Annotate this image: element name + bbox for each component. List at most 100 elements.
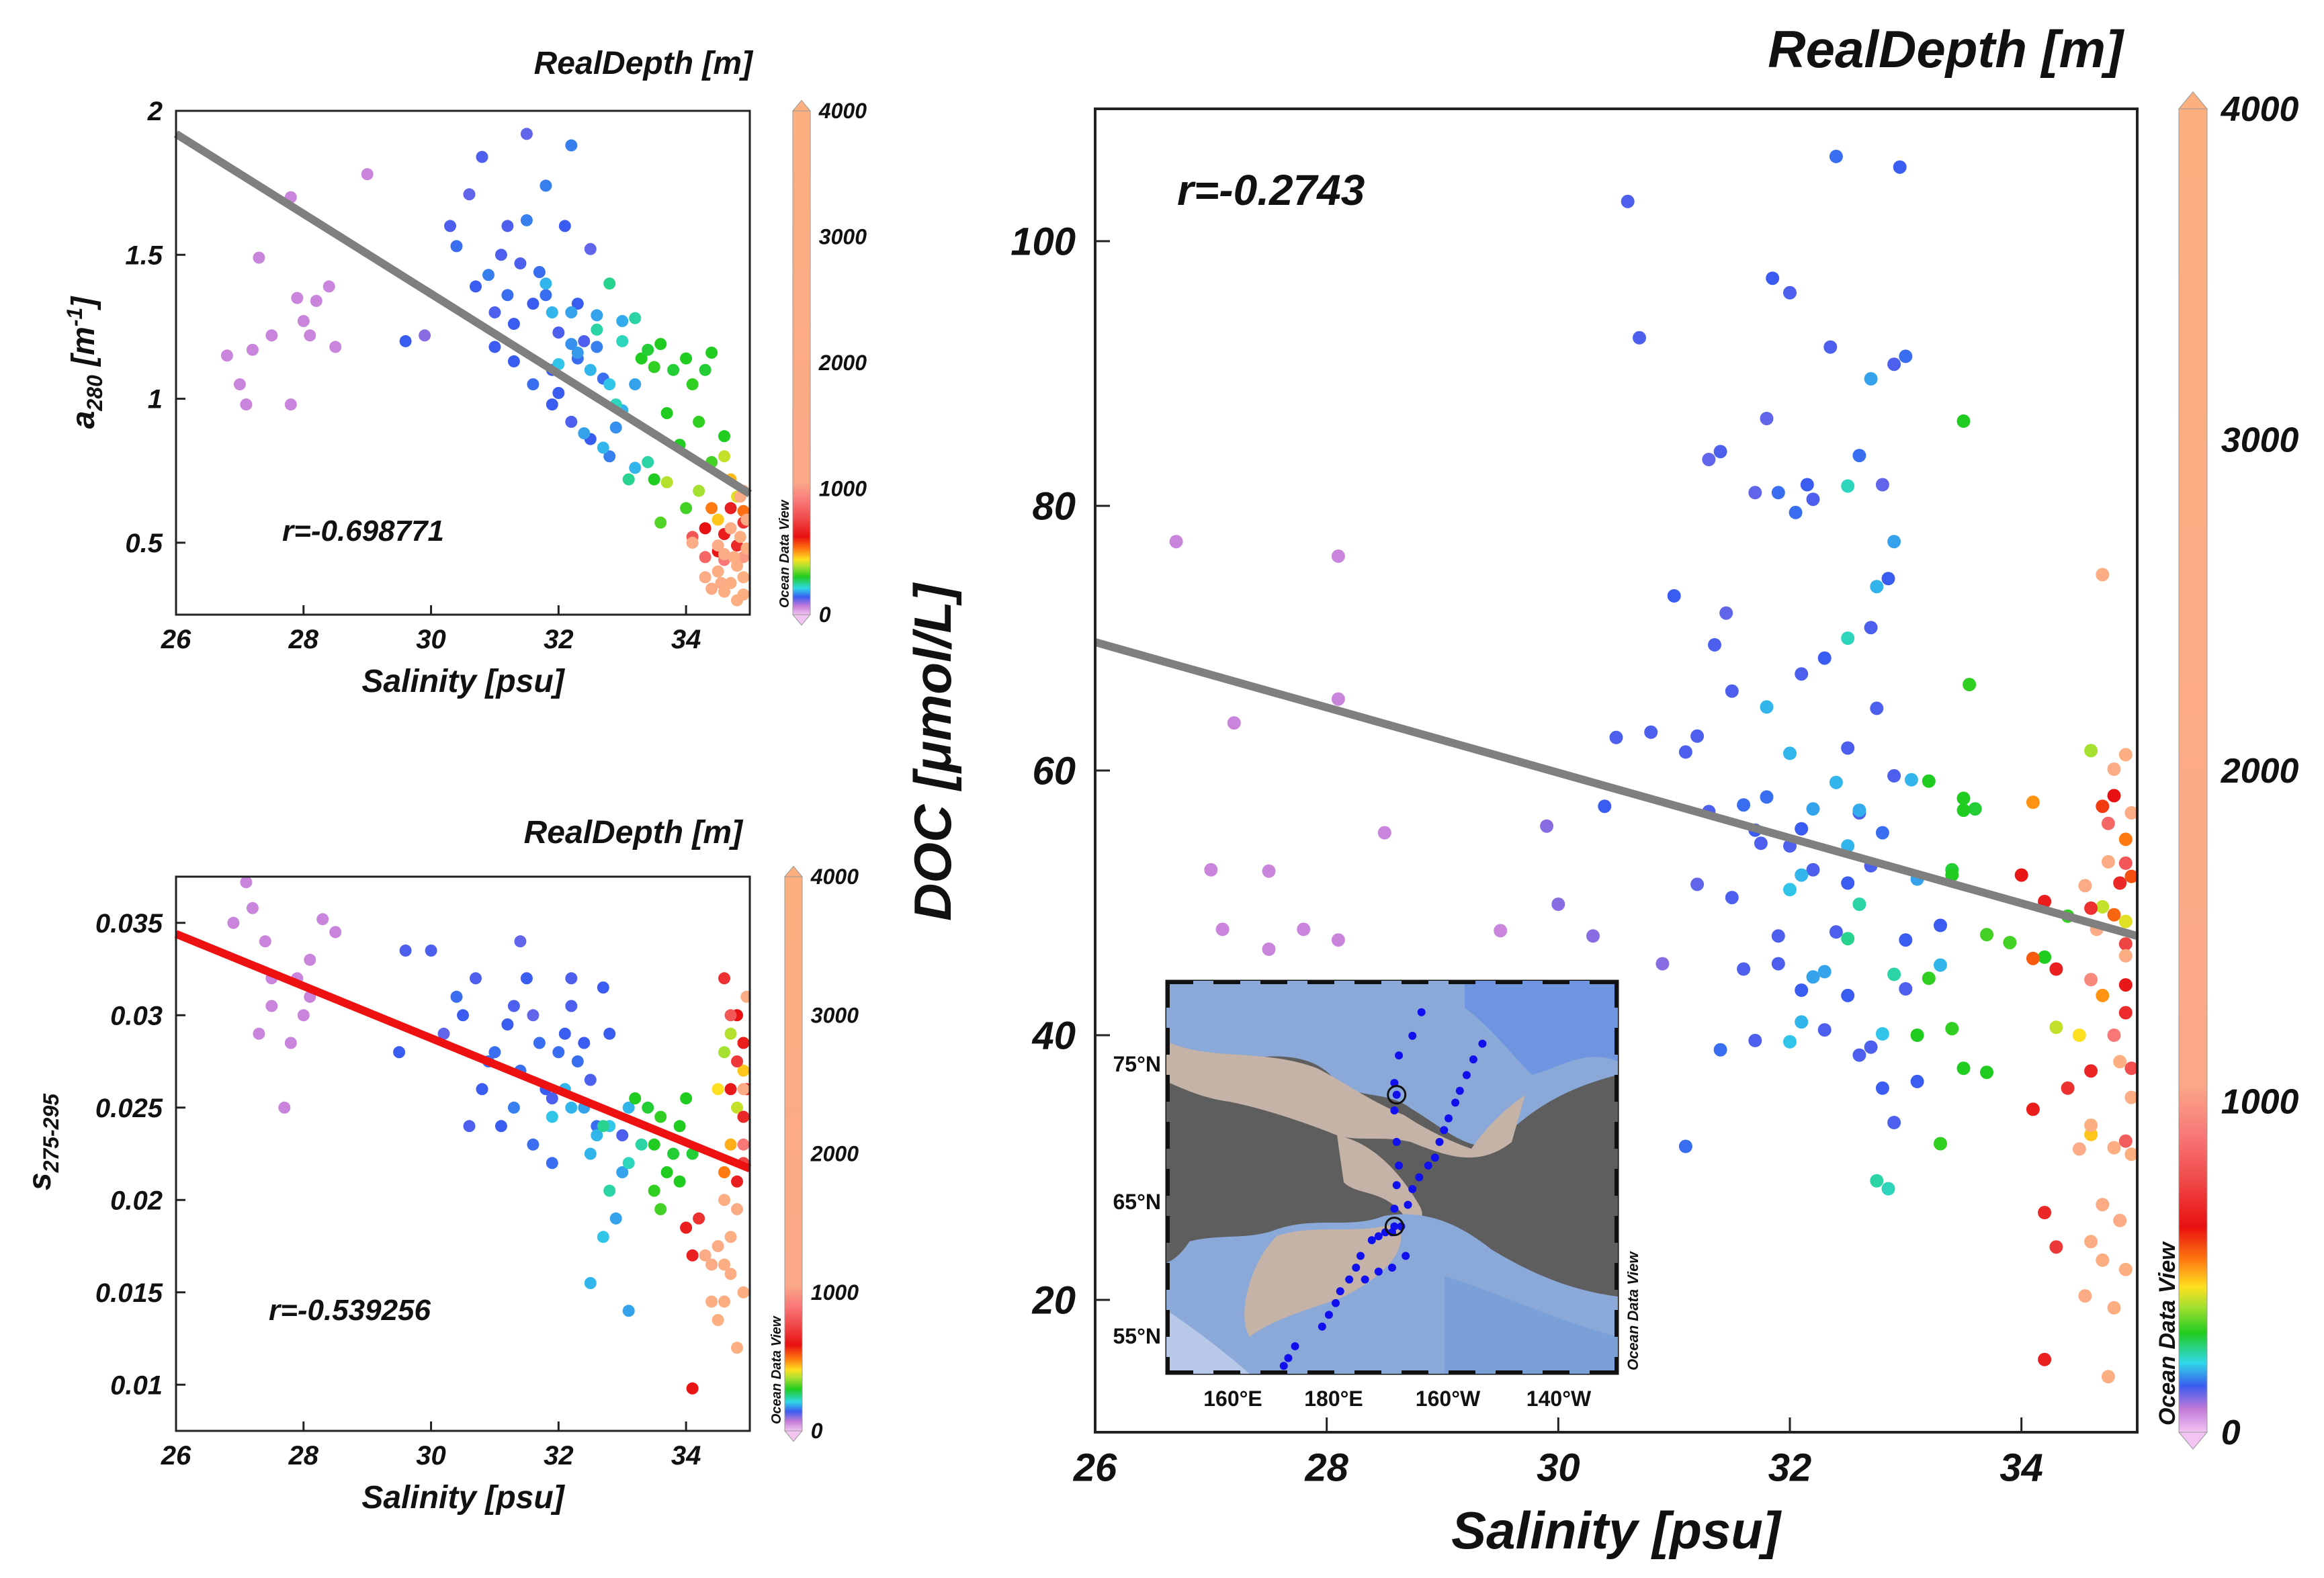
data-point xyxy=(1655,957,1670,971)
data-point xyxy=(476,1083,488,1096)
data-point xyxy=(527,378,540,391)
map-station xyxy=(1417,1008,1426,1016)
y-axis-label: DOC [μmol/L] xyxy=(903,582,962,921)
map-station xyxy=(1408,1185,1417,1194)
x-tick-label: 30 xyxy=(416,1441,446,1471)
data-point xyxy=(1795,868,1809,882)
data-point xyxy=(494,1120,507,1133)
data-point xyxy=(507,318,520,331)
map-lat-label-65: 65°N xyxy=(1113,1190,1162,1214)
data-point xyxy=(227,916,240,929)
data-point xyxy=(1783,883,1797,897)
data-point xyxy=(1841,479,1855,493)
map-station xyxy=(1390,1106,1399,1115)
data-point xyxy=(1870,580,1884,594)
data-point xyxy=(1754,836,1768,850)
data-point xyxy=(616,314,629,327)
data-point xyxy=(501,289,514,302)
data-point xyxy=(527,298,540,310)
map-station xyxy=(1478,1039,1487,1048)
data-point xyxy=(520,972,533,985)
data-point xyxy=(2124,806,2137,820)
data-point xyxy=(565,972,578,985)
data-point xyxy=(540,289,552,302)
data-point xyxy=(667,1147,680,1160)
data-point xyxy=(718,1258,730,1271)
data-point xyxy=(278,1101,291,1114)
data-point xyxy=(609,1212,622,1225)
data-point xyxy=(316,913,329,926)
data-point xyxy=(654,516,667,529)
data-point xyxy=(680,1092,693,1104)
data-point xyxy=(740,513,750,526)
data-point xyxy=(699,551,712,564)
data-point xyxy=(2096,568,2110,582)
data-point xyxy=(1829,149,1843,163)
data-point xyxy=(2049,1020,2063,1035)
data-point xyxy=(2038,1206,2052,1219)
data-point xyxy=(1783,286,1797,300)
data-point xyxy=(731,1101,743,1114)
data-point xyxy=(1881,1182,1895,1196)
data-point xyxy=(2107,1028,2121,1042)
data-point xyxy=(1678,745,1692,759)
x-axis-label: Salinity [psu] xyxy=(361,1480,565,1516)
data-point xyxy=(1708,638,1721,652)
data-point xyxy=(686,1147,699,1160)
data-point xyxy=(660,476,673,488)
data-point xyxy=(616,1166,629,1178)
x-tick-label: 32 xyxy=(1768,1446,1812,1490)
data-point xyxy=(304,329,316,342)
data-point xyxy=(1771,957,1785,971)
scatter-points xyxy=(1169,149,2137,1384)
data-point xyxy=(1725,891,1739,905)
bering-sea-shelf xyxy=(1244,1223,1402,1337)
regression-line xyxy=(173,130,752,498)
data-point xyxy=(1870,1174,1884,1188)
data-point xyxy=(2118,914,2133,928)
colorbar-tick-label: 2000 xyxy=(2221,752,2299,791)
data-point xyxy=(686,1382,699,1395)
x-tick-label: 32 xyxy=(544,625,574,654)
data-point xyxy=(2072,1028,2086,1042)
data-point xyxy=(1377,826,1391,840)
map-station xyxy=(1462,1071,1471,1080)
data-point xyxy=(1690,877,1705,891)
data-point xyxy=(724,522,737,535)
panel-a280: RealDepth [m] 26 28 30 32 34 0.5 1 1.5 2 Salinit… xyxy=(62,46,867,699)
colorbar-tick-label: 0 xyxy=(811,1419,823,1443)
data-point xyxy=(609,421,622,434)
data-point xyxy=(724,576,737,589)
y-tick-label: 100 xyxy=(1010,220,1076,263)
y-tick-label: 0.035 xyxy=(95,909,163,938)
data-point xyxy=(1887,769,1901,783)
y-axis-label: a280 [m-1] xyxy=(62,296,107,429)
data-point xyxy=(450,990,463,1003)
x-tick-label: 28 xyxy=(288,1441,319,1471)
data-point xyxy=(648,1184,660,1197)
data-point xyxy=(1875,1027,1889,1041)
map-station xyxy=(1390,1204,1399,1213)
map-station xyxy=(1455,1086,1464,1095)
okhotsk-sea xyxy=(1166,1310,1250,1374)
data-point xyxy=(2072,1142,2086,1156)
data-point xyxy=(2096,900,2110,914)
data-point xyxy=(1713,1043,1727,1057)
x-tick-label: 26 xyxy=(1073,1446,1117,1490)
data-point xyxy=(737,1064,750,1077)
data-point xyxy=(718,430,730,443)
data-point xyxy=(393,1046,406,1059)
data-point xyxy=(1795,822,1809,836)
data-point xyxy=(2014,868,2028,882)
data-point xyxy=(470,972,482,985)
map-station xyxy=(1284,1354,1293,1362)
data-point xyxy=(2124,869,2137,883)
data-point xyxy=(680,502,693,515)
data-point xyxy=(1262,943,1276,956)
data-point xyxy=(584,243,597,255)
data-point xyxy=(1887,535,1901,549)
data-point xyxy=(737,1110,750,1123)
data-point xyxy=(1227,716,1241,730)
data-point xyxy=(718,1295,730,1308)
data-point xyxy=(1852,1048,1866,1062)
